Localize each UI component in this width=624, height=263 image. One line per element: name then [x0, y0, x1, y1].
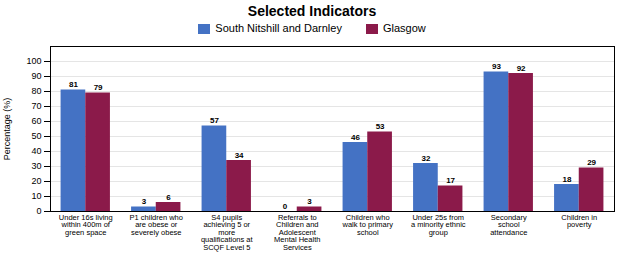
svg-text:18: 18 [562, 175, 571, 184]
svg-text:10: 10 [31, 191, 41, 201]
svg-text:90: 90 [31, 71, 41, 81]
svg-text:79: 79 [94, 83, 103, 92]
svg-text:29: 29 [587, 158, 596, 167]
svg-text:57: 57 [210, 116, 219, 125]
svg-text:Referrals toChildren andAdoles: Referrals toChildren andAdolescentMental… [274, 213, 320, 252]
svg-text:17: 17 [446, 176, 455, 185]
svg-text:46: 46 [351, 133, 360, 142]
svg-text:0: 0 [283, 202, 288, 211]
svg-text:0: 0 [36, 206, 41, 216]
svg-text:Under 25s froma minority ethni: Under 25s froma minority ethnicgroup [411, 213, 466, 237]
svg-text:S4 pupilsachieving 5 ormorequa: S4 pupilsachieving 5 ormorequalification… [201, 213, 254, 252]
svg-text:Children whowalk to primarysch: Children whowalk to primaryschool [342, 213, 394, 237]
svg-text:Children inpoverty: Children inpoverty [561, 213, 597, 230]
svg-text:6: 6 [166, 193, 171, 202]
html-text:South Nitshill and Darnley: South Nitshill and Darnley [215, 22, 342, 34]
svg-text:40: 40 [31, 146, 41, 156]
html-text:Selected Indicators: Selected Indicators [247, 3, 377, 19]
svg-text:80: 80 [31, 86, 41, 96]
svg-text:53: 53 [376, 122, 385, 131]
svg-text:92: 92 [517, 64, 526, 73]
svg-text:20: 20 [31, 176, 41, 186]
svg-text:93: 93 [492, 62, 501, 71]
svg-text:81: 81 [69, 80, 78, 89]
svg-text:30: 30 [31, 161, 41, 171]
svg-text:60: 60 [31, 116, 41, 126]
svg-text:P1 children whoare obese orsev: P1 children whoare obese orseverely obes… [130, 213, 183, 237]
svg-text:100: 100 [26, 56, 41, 66]
svg-text:32: 32 [421, 154, 430, 163]
svg-text:70: 70 [31, 101, 41, 111]
svg-text:Under 16s livingwithin 400m of: Under 16s livingwithin 400m ofgreen spac… [59, 213, 113, 237]
html-text:Glasgow: Glasgow [382, 22, 426, 34]
svg-text:Secondaryschoolattendance: Secondaryschoolattendance [490, 213, 527, 237]
svg-text:Percentage (%): Percentage (%) [2, 98, 12, 161]
svg-text:50: 50 [31, 131, 41, 141]
svg-text:34: 34 [235, 151, 244, 160]
svg-text:3: 3 [307, 197, 312, 206]
svg-text:3: 3 [142, 197, 147, 206]
